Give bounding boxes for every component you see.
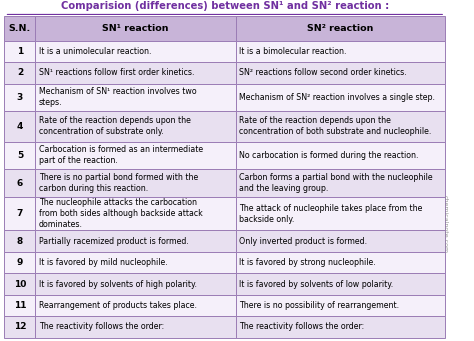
Text: No carbocation is formed during the reaction.: No carbocation is formed during the reac… (239, 151, 419, 160)
FancyBboxPatch shape (236, 84, 445, 111)
Text: The reactivity follows the order:: The reactivity follows the order: (239, 323, 365, 331)
Text: 6: 6 (17, 179, 23, 188)
FancyBboxPatch shape (4, 231, 36, 252)
Text: Rearrangement of products takes place.: Rearrangement of products takes place. (39, 301, 197, 310)
FancyBboxPatch shape (36, 252, 236, 273)
FancyBboxPatch shape (36, 41, 236, 62)
Text: SN¹ reaction: SN¹ reaction (102, 24, 169, 33)
FancyBboxPatch shape (4, 316, 36, 338)
FancyBboxPatch shape (36, 16, 236, 41)
FancyBboxPatch shape (236, 41, 445, 62)
Text: SN¹ reactions follow first order kinetics.: SN¹ reactions follow first order kinetic… (39, 68, 194, 77)
Text: Mechanism of SN² reaction involves a single step.: Mechanism of SN² reaction involves a sin… (239, 93, 436, 102)
Text: It is a unimolecular reaction.: It is a unimolecular reaction. (39, 47, 152, 56)
FancyBboxPatch shape (4, 295, 36, 316)
FancyBboxPatch shape (236, 252, 445, 273)
FancyBboxPatch shape (4, 84, 36, 111)
FancyBboxPatch shape (236, 142, 445, 169)
Text: 4: 4 (17, 122, 23, 131)
Text: 10: 10 (14, 280, 26, 288)
FancyBboxPatch shape (4, 111, 36, 142)
Text: Partially racemized product is formed.: Partially racemized product is formed. (39, 237, 189, 246)
FancyBboxPatch shape (36, 111, 236, 142)
Text: The attack of nucleophile takes place from the
backside only.: The attack of nucleophile takes place fr… (239, 204, 423, 224)
FancyBboxPatch shape (36, 169, 236, 197)
Text: Rate of the reaction depends upon the
concentration of both substrate and nucleo: Rate of the reaction depends upon the co… (239, 116, 432, 136)
Text: S.N.: S.N. (9, 24, 31, 33)
Text: 8: 8 (17, 237, 23, 246)
FancyBboxPatch shape (4, 169, 36, 197)
Text: Mechanism of SN¹ reaction involves two
steps.: Mechanism of SN¹ reaction involves two s… (39, 87, 197, 107)
FancyBboxPatch shape (236, 111, 445, 142)
Text: 12: 12 (14, 323, 26, 331)
FancyBboxPatch shape (4, 142, 36, 169)
Text: 2: 2 (17, 68, 23, 77)
Text: SN² reactions follow second order kinetics.: SN² reactions follow second order kineti… (239, 68, 407, 77)
Text: It is favored by solvents of high polarity.: It is favored by solvents of high polari… (39, 280, 197, 288)
FancyBboxPatch shape (4, 252, 36, 273)
Text: Rate of the reaction depends upon the
concentration of substrate only.: Rate of the reaction depends upon the co… (39, 116, 191, 136)
FancyBboxPatch shape (36, 273, 236, 295)
FancyBboxPatch shape (4, 62, 36, 84)
FancyBboxPatch shape (4, 41, 36, 62)
FancyBboxPatch shape (4, 197, 36, 231)
Text: It is a bimolecular reaction.: It is a bimolecular reaction. (239, 47, 347, 56)
Text: 9: 9 (17, 258, 23, 267)
Text: Only inverted product is formed.: Only inverted product is formed. (239, 237, 368, 246)
Text: The reactivity follows the order:: The reactivity follows the order: (39, 323, 164, 331)
Text: It is favored by strong nucleophile.: It is favored by strong nucleophile. (239, 258, 376, 267)
FancyBboxPatch shape (36, 62, 236, 84)
Text: chemicalnote.com: chemicalnote.com (443, 195, 447, 253)
Text: Carbon forms a partial bond with the nucleophile
and the leaving group.: Carbon forms a partial bond with the nuc… (239, 173, 433, 193)
Text: Comparision (differences) between SN¹ and SN² reaction :: Comparision (differences) between SN¹ an… (61, 1, 389, 11)
FancyBboxPatch shape (4, 273, 36, 295)
FancyBboxPatch shape (236, 197, 445, 231)
FancyBboxPatch shape (236, 62, 445, 84)
FancyBboxPatch shape (36, 197, 236, 231)
FancyBboxPatch shape (236, 231, 445, 252)
Text: 1: 1 (17, 47, 23, 56)
Text: 5: 5 (17, 151, 23, 160)
FancyBboxPatch shape (236, 16, 445, 41)
Text: There is no possibility of rearrangement.: There is no possibility of rearrangement… (239, 301, 400, 310)
FancyBboxPatch shape (36, 316, 236, 338)
Text: 11: 11 (14, 301, 26, 310)
FancyBboxPatch shape (36, 231, 236, 252)
Text: It is favored by solvents of low polarity.: It is favored by solvents of low polarit… (239, 280, 394, 288)
Text: 3: 3 (17, 93, 23, 102)
Text: 7: 7 (17, 209, 23, 218)
FancyBboxPatch shape (236, 316, 445, 338)
FancyBboxPatch shape (236, 295, 445, 316)
FancyBboxPatch shape (36, 84, 236, 111)
Text: SN² reaction: SN² reaction (307, 24, 374, 33)
Text: The nucleophile attacks the carbocation
from both sides although backside attack: The nucleophile attacks the carbocation … (39, 198, 203, 229)
Text: There is no partial bond formed with the
carbon during this reaction.: There is no partial bond formed with the… (39, 173, 198, 193)
Text: Carbocation is formed as an intermediate
part of the reaction.: Carbocation is formed as an intermediate… (39, 145, 203, 165)
FancyBboxPatch shape (4, 16, 36, 41)
Text: It is favored by mild nucleophile.: It is favored by mild nucleophile. (39, 258, 168, 267)
FancyBboxPatch shape (236, 273, 445, 295)
FancyBboxPatch shape (236, 169, 445, 197)
FancyBboxPatch shape (36, 142, 236, 169)
FancyBboxPatch shape (36, 295, 236, 316)
